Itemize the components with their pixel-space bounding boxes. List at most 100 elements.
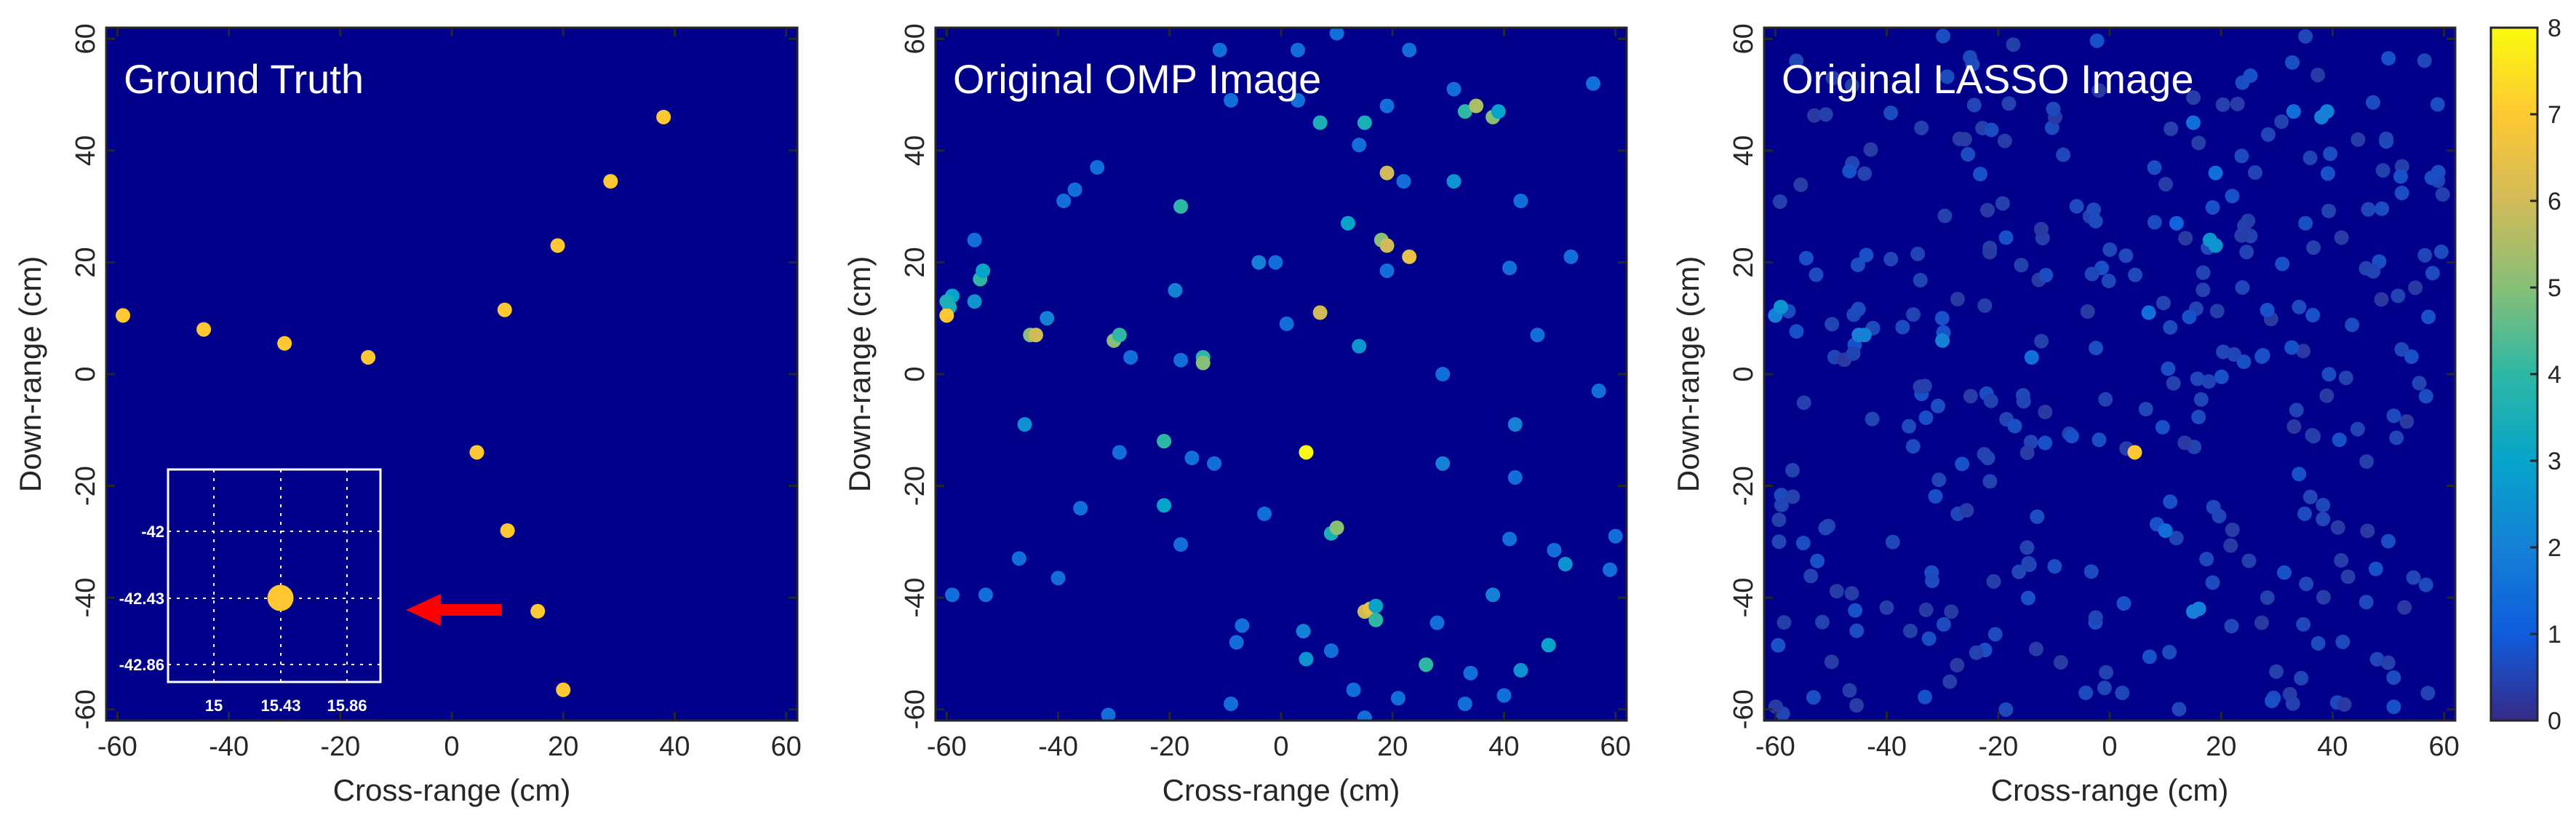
inset-y-tick-label: -42.43 xyxy=(119,590,164,608)
data-point xyxy=(1547,542,1562,558)
data-point xyxy=(1067,182,1082,197)
axis-ticks: -60 -40 -20 0 20 40 60 -60 -40 -20 0 20 40 60 xyxy=(900,23,1631,762)
data-point xyxy=(1469,98,1484,114)
x-tick-label: 0 xyxy=(2102,731,2117,762)
plot-area xyxy=(936,28,1627,721)
inset-frame xyxy=(167,468,382,683)
data-point xyxy=(1224,696,1239,711)
data-point xyxy=(1777,615,1792,630)
x-tick-label: -60 xyxy=(97,731,137,762)
data-point xyxy=(2201,374,2217,389)
data-point xyxy=(2319,388,2334,403)
data-point xyxy=(1883,106,1899,121)
data-point xyxy=(2230,96,2245,111)
y-tick-label: 60 xyxy=(71,23,101,54)
data-point xyxy=(2091,83,2107,98)
data-point xyxy=(1825,317,1840,332)
data-point xyxy=(2399,414,2414,429)
data-point xyxy=(1379,98,1395,114)
data-point xyxy=(1346,682,1361,697)
data-point xyxy=(1235,618,1250,633)
data-points xyxy=(939,28,1623,721)
y-tick-label: 0 xyxy=(900,366,930,381)
data-point xyxy=(1101,707,1116,721)
data-point xyxy=(1558,557,1573,572)
data-point xyxy=(1773,299,1788,314)
data-point xyxy=(2156,296,2171,311)
data-point xyxy=(1918,410,1934,425)
axis-ticks: -60 -40 -20 0 20 40 60 -60 -40 -20 0 20 40 60 xyxy=(71,23,802,762)
data-point xyxy=(1825,71,1841,86)
data-point xyxy=(1507,470,1523,485)
data-point xyxy=(2260,590,2275,606)
data-point xyxy=(361,349,376,365)
data-point xyxy=(2205,199,2220,215)
x-tick-label: -40 xyxy=(1038,731,1078,762)
data-point xyxy=(1368,612,1384,627)
data-point xyxy=(2158,523,2173,538)
data-point xyxy=(1290,42,1305,57)
data-point xyxy=(1312,305,1328,320)
data-point xyxy=(1352,138,1367,153)
data-point xyxy=(2418,389,2433,404)
y-tick-label: -20 xyxy=(71,466,101,506)
data-point xyxy=(1323,643,1339,659)
data-point xyxy=(1312,115,1328,130)
data-point xyxy=(1299,445,1314,460)
data-point xyxy=(2024,349,2039,365)
data-point xyxy=(2275,256,2290,271)
y-tick-label: -20 xyxy=(900,466,930,506)
data-point xyxy=(2425,266,2440,281)
data-point xyxy=(1017,417,1032,432)
data-point xyxy=(2397,600,2412,615)
data-point xyxy=(1998,230,2014,245)
data-point xyxy=(1905,439,1921,454)
data-point xyxy=(2038,435,2053,451)
data-point xyxy=(2386,670,2401,685)
data-point xyxy=(2433,244,2449,259)
data-point xyxy=(967,232,982,247)
y-tick-label: 20 xyxy=(71,247,101,277)
data-point xyxy=(1824,654,1839,670)
inset-x-tick-label: 15.86 xyxy=(327,697,367,715)
data-point xyxy=(1863,142,1878,157)
data-point xyxy=(2028,641,2043,657)
data-point xyxy=(2014,258,2029,273)
data-point xyxy=(1902,623,1918,638)
colorbar-tick-label: 5 xyxy=(2548,274,2561,302)
y-tick-label: 20 xyxy=(1728,247,1759,277)
data-point xyxy=(2038,268,2054,283)
data-point xyxy=(1844,78,1859,93)
data-point xyxy=(1251,255,1267,270)
data-point xyxy=(2172,702,2187,717)
colorbar-tick-label: 4 xyxy=(2548,361,2561,389)
data-point xyxy=(2088,213,2103,229)
data-point xyxy=(1402,42,1417,57)
data-point xyxy=(1457,104,1472,119)
data-point xyxy=(1809,267,1824,282)
y-tick-label: 40 xyxy=(900,135,930,166)
data-point xyxy=(1936,616,1951,632)
data-point xyxy=(2361,202,2376,217)
data-points xyxy=(115,109,671,697)
x-tick-label: -40 xyxy=(1867,731,1907,762)
data-point xyxy=(1073,501,1088,516)
pointer-arrow xyxy=(406,594,502,626)
data-point xyxy=(2083,564,2099,579)
data-point xyxy=(2297,506,2313,521)
data-point xyxy=(1028,328,1043,343)
data-point xyxy=(2089,33,2105,48)
data-point xyxy=(2265,694,2280,709)
data-point xyxy=(1895,320,1910,335)
data-point xyxy=(2116,596,2132,611)
data-point xyxy=(1851,301,1866,317)
data-point xyxy=(2335,634,2350,649)
data-point xyxy=(2069,199,2084,214)
data-point xyxy=(2417,247,2433,263)
data-point xyxy=(2337,697,2352,712)
data-point xyxy=(2102,242,2118,257)
data-point xyxy=(2394,342,2409,357)
data-point xyxy=(1507,417,1523,432)
y-tick-label: 60 xyxy=(1728,23,1759,54)
